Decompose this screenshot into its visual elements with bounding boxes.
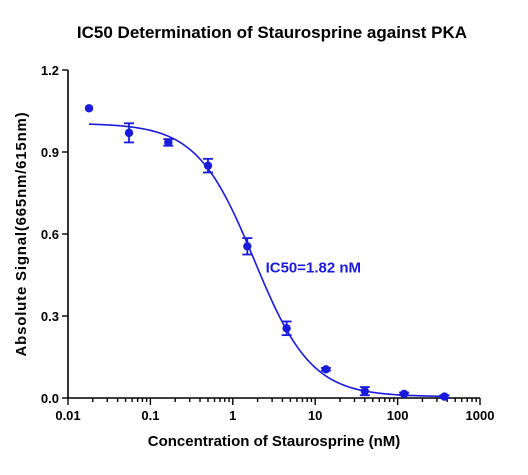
y-tick-label: 0.3 — [41, 309, 59, 324]
y-tick-label: 0.9 — [41, 145, 59, 160]
x-tick-label: 0.01 — [55, 408, 80, 423]
data-point — [321, 365, 331, 374]
data-points — [84, 104, 450, 401]
fit-curve — [89, 123, 445, 398]
data-point — [84, 104, 94, 113]
data-point — [360, 386, 370, 396]
x-tick-label: 0.1 — [141, 408, 159, 423]
x-axis-label: Concentration of Staurosprine (nM) — [148, 433, 401, 450]
x-tick-label: 1000 — [466, 408, 495, 423]
data-point — [124, 128, 134, 138]
x-axis: 0.01 0.1 1 10 100 1000 — [55, 397, 494, 423]
y-tick-label: 0.0 — [41, 391, 59, 406]
data-point — [243, 242, 252, 251]
data-point — [399, 389, 409, 399]
data-point — [164, 138, 173, 147]
data-point — [203, 161, 213, 170]
x-tick-label: 1 — [229, 408, 236, 423]
data-point — [282, 324, 291, 333]
chart-title: IC50 Determination of Staurosprine again… — [77, 23, 467, 42]
y-tick-label: 0.6 — [41, 227, 59, 242]
y-ticks: 0.0 0.3 0.6 0.9 1.2 — [41, 63, 68, 406]
ic50-annotation: IC50=1.82 nM — [266, 259, 361, 276]
x-ticks: 0.01 0.1 1 10 100 1000 — [55, 398, 494, 423]
data-point — [440, 392, 449, 401]
y-axis: 0.0 0.3 0.6 0.9 1.2 — [41, 63, 69, 406]
x-tick-label: 10 — [308, 408, 322, 423]
y-axis-label: Absolute Signal(665nm/615nm) — [13, 112, 30, 357]
y-tick-label: 1.2 — [41, 63, 59, 78]
x-tick-label: 100 — [387, 408, 409, 423]
